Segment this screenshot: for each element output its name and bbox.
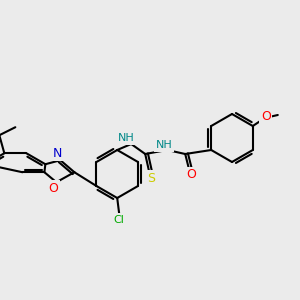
Text: O: O xyxy=(261,110,271,124)
Text: N: N xyxy=(53,147,62,160)
Text: O: O xyxy=(186,169,196,182)
Text: O: O xyxy=(48,182,58,195)
Text: NH: NH xyxy=(118,133,135,143)
Text: Cl: Cl xyxy=(114,215,125,225)
Text: S: S xyxy=(147,172,155,184)
Text: NH: NH xyxy=(156,140,172,150)
